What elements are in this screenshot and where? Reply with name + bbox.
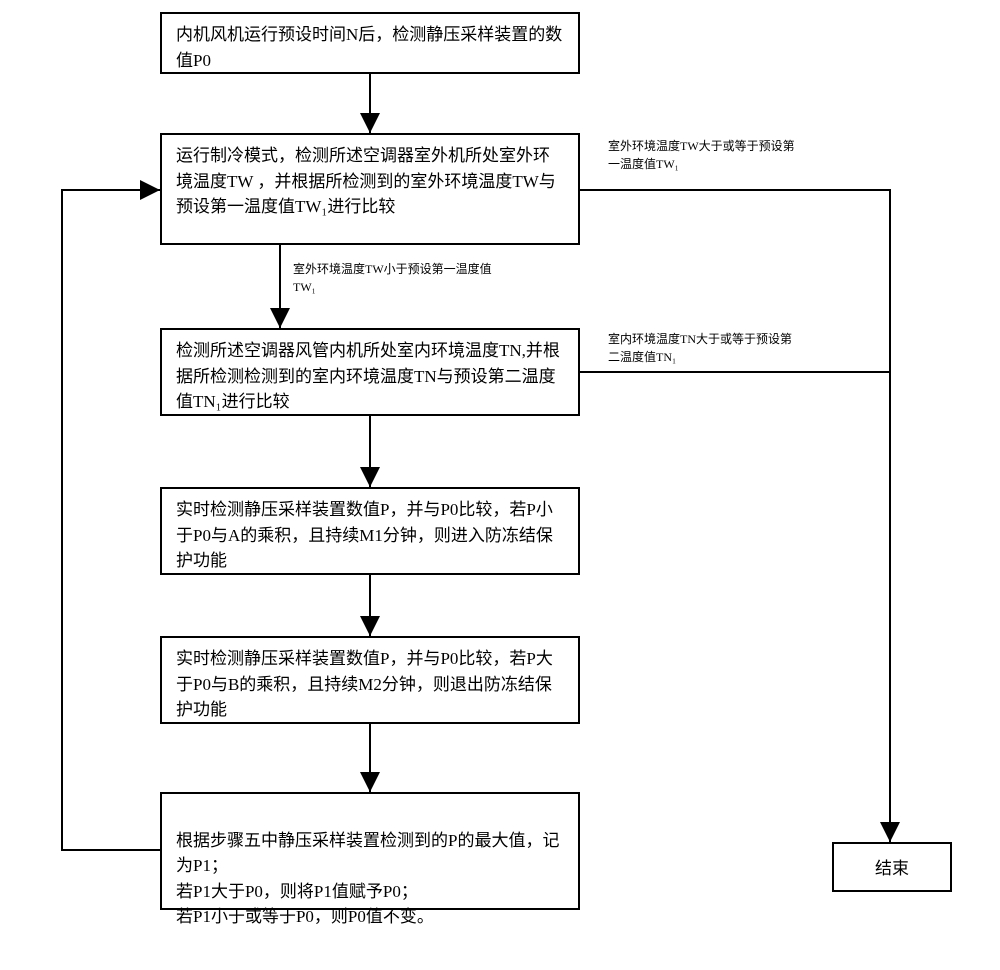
edge-arrow (62, 190, 160, 850)
edge-label-3: 室内环境温度TN大于或等于预设第二温度值TN₁ (608, 330, 798, 366)
node-text: 检测所述空调器风管内机所处室内环境温度TN,并根据所检测检测到的室内环境温度TN… (176, 341, 560, 411)
flow-node-5: 实时检测静压采样装置数值P，并与P0比较，若P大于P0与B的乘积，且持续M2分钟… (160, 636, 580, 724)
node-text: 根据步骤五中静压采样装置检测到的P的最大值，记为P1； 若P1大于P0，则将P1… (176, 831, 559, 927)
flow-node-end: 结束 (832, 842, 952, 892)
edge-label-2: 室外环境温度TW大于或等于预设第一温度值TW₁ (608, 137, 798, 173)
flow-node-3: 检测所述空调器风管内机所处室内环境温度TN,并根据所检测检测到的室内环境温度TN… (160, 328, 580, 416)
edge-label-1: 室外环境温度TW小于预设第一温度值TW₁ (293, 260, 493, 296)
flow-node-4: 实时检测静压采样装置数值P，并与P0比较，若P小于P0与A的乘积，且持续M1分钟… (160, 487, 580, 575)
flow-node-1: 内机风机运行预设时间N后，检测静压采样装置的数值P0 (160, 12, 580, 74)
flow-node-2: 运行制冷模式，检测所述空调器室外机所处室外环境温度TW ，并根据所检测到的室外环… (160, 133, 580, 245)
node-text: 内机风机运行预设时间N后，检测静压采样装置的数值P0 (176, 25, 562, 70)
label-text: 室外环境温度TW大于或等于预设第一温度值TW₁ (608, 139, 795, 171)
flow-node-6: 根据步骤五中静压采样装置检测到的P的最大值，记为P1； 若P1大于P0，则将P1… (160, 792, 580, 910)
node-text: 运行制冷模式，检测所述空调器室外机所处室外环境温度TW ，并根据所检测到的室外环… (176, 146, 556, 216)
node-text: 结束 (875, 859, 909, 878)
edge-arrow (580, 190, 890, 842)
node-text: 实时检测静压采样装置数值P，并与P0比较，若P大于P0与B的乘积，且持续M2分钟… (176, 649, 553, 719)
label-text: 室内环境温度TN大于或等于预设第二温度值TN₁ (608, 332, 792, 364)
label-text: 室外环境温度TW小于预设第一温度值TW₁ (293, 262, 492, 294)
node-text: 实时检测静压采样装置数值P，并与P0比较，若P小于P0与A的乘积，且持续M1分钟… (176, 500, 553, 570)
